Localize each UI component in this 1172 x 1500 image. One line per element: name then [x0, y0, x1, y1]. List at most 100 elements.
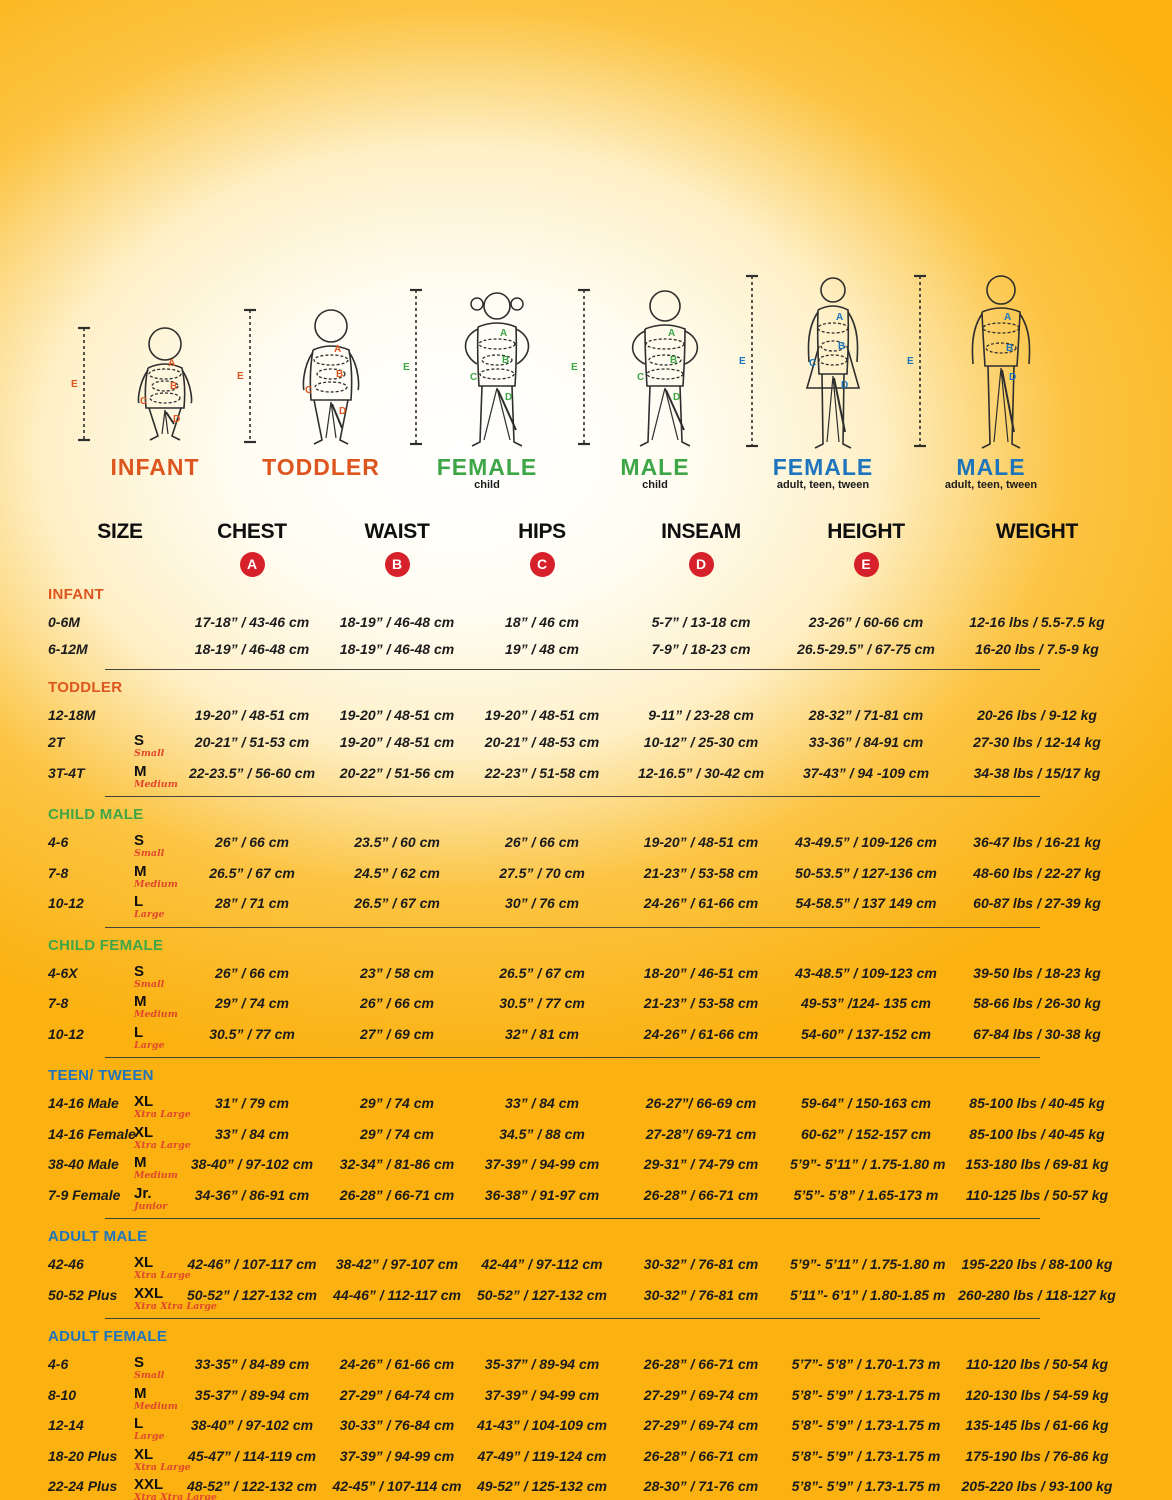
cell-inseam: 27-28”/ 69-71 cm	[645, 1125, 757, 1142]
cell-height: 43-48.5” / 109-123 cm	[795, 964, 937, 981]
size-letter: M	[134, 1384, 147, 1402]
size-letter: S	[134, 732, 145, 749]
row-size-label: 8-10	[48, 1386, 77, 1403]
size-letter-subscript: Large	[134, 1431, 165, 1442]
column-header-waist: WAIST	[364, 520, 430, 543]
cell-chest: 28” / 71 cm	[215, 895, 289, 911]
svg-text:C: C	[809, 358, 816, 369]
svg-text:A: A	[500, 328, 507, 339]
cell-hips: 49-52” / 125-132 cm	[477, 1478, 607, 1494]
cell-chest: 29” / 74 cm	[215, 995, 289, 1011]
section-divider	[105, 796, 1040, 797]
column-header-row: SIZE CHEST WAIST HIPS INSEAM HEIGHT WEIGHT	[0, 520, 1172, 544]
svg-text:E: E	[739, 356, 746, 367]
cell-waist: 18-19” / 46-48 cm	[339, 614, 455, 630]
svg-text:E: E	[403, 362, 410, 373]
svg-text:B: B	[170, 381, 177, 392]
size-letter: M	[134, 993, 147, 1010]
cell-waist: 42-45” / 107-114 cm	[332, 1478, 462, 1494]
svg-text:A: A	[168, 358, 175, 369]
size-letter-subscript: Medium	[134, 1400, 178, 1412]
table-row: 10-12 L Large 28” / 71 cm 26.5” / 67 cm 30” /…	[0, 889, 1172, 920]
section-header-child-male: CHILD MALE	[48, 806, 144, 823]
cell-height: 33-36” / 84-91 cm	[808, 734, 924, 750]
svg-text:A: A	[836, 312, 843, 323]
size-letter: M	[134, 762, 147, 780]
svg-text:D: D	[339, 406, 346, 417]
cell-height: 54-60” / 137-152 cm	[801, 1025, 931, 1042]
table-row: 4-6X S Small 26” / 66 cm 23” / 58 cm 26.5” / …	[0, 959, 1172, 990]
svg-text:C: C	[470, 372, 477, 383]
row-letter-size: S Small	[134, 959, 182, 990]
figure-infant: E A B C D INFANT	[70, 250, 240, 479]
cell-hips: 35-37” / 89-94 cm	[484, 1356, 600, 1372]
cell-hips: 50-52” / 127-132 cm	[477, 1286, 607, 1303]
cell-chest: 26.5” / 67 cm	[209, 864, 295, 881]
cell-inseam: 29-31” / 74-79 cm	[643, 1156, 759, 1172]
row-size-label: 4-6	[48, 834, 69, 850]
cell-inseam: 26-28” / 66-71 cm	[643, 1186, 759, 1203]
row-letter-size: L Large	[134, 1020, 182, 1051]
row-letter-size: XXL Xtra Xtra Large	[134, 1472, 217, 1500]
size-letter: S	[134, 962, 145, 980]
cell-inseam: 27-29” / 69-74 cm	[643, 1417, 759, 1433]
badge-cell: E	[790, 552, 942, 577]
cell-waist: 26-28” / 66-71 cm	[339, 1186, 455, 1203]
size-letter: XXL	[134, 1284, 164, 1302]
cell-inseam: 10-12” / 25-30 cm	[643, 734, 759, 750]
table-row: 4-6 S Small 33-35” / 84-89 cm 24-26” / 61-66…	[0, 1350, 1172, 1381]
figure-label: MALE	[620, 454, 690, 480]
cell-height: 5’7”- 5’8” / 1.70-1.73 m	[791, 1356, 941, 1372]
size-chart-table: SIZE CHEST WAIST HIPS INSEAM HEIGHT WEIGHT A B C D…	[0, 520, 1172, 1500]
cell-weight: 34-38 lbs / 15/17 kg	[973, 764, 1101, 781]
cell-waist: 24.5” / 62 cm	[354, 864, 440, 881]
row-letter-size	[134, 701, 182, 706]
cell-inseam: 9-11” / 23-28 cm	[648, 707, 754, 723]
cell-hips: 34.5” / 88 cm	[499, 1125, 585, 1142]
cell-chest: 30.5” / 77 cm	[209, 1025, 295, 1042]
cell-weight: 12-16 lbs / 5.5-7.5 kg	[969, 614, 1105, 630]
table-row: 6-12M 18-19” / 46-48 cm 18-19” / 46-48 cm 1…	[0, 635, 1172, 662]
cell-height: 59-64” / 150-163 cm	[801, 1095, 931, 1111]
cell-weight: 85-100 lbs / 40-45 kg	[969, 1095, 1105, 1111]
cell-height: 5’8”- 5’9” / 1.73-1.75 m	[791, 1447, 941, 1464]
cell-weight: 20-26 lbs / 9-12 kg	[977, 707, 1097, 723]
section-header-infant: INFANT	[48, 586, 104, 603]
size-letter: XL	[134, 1445, 154, 1463]
section-header-toddler: TODDLER	[48, 679, 123, 696]
figure-diagrams: E A B C D INFANT E A B C D TODDLER E A B C D FEMALE child E…	[0, 250, 1172, 500]
table-row: 38-40 Male M Medium 38-40” / 97-102 cm 32-34…	[0, 1150, 1172, 1181]
svg-text:C: C	[637, 372, 644, 383]
svg-text:B: B	[336, 369, 343, 380]
cell-chest: 31” / 79 cm	[215, 1095, 289, 1111]
figure-outline-drawing: E A B C D	[739, 274, 861, 449]
measurement-badge-b: B	[384, 552, 410, 577]
cell-height: 5’8”- 5’9” / 1.73-1.75 m	[791, 1478, 941, 1494]
figure-child-male: E A B C D MALE child	[570, 250, 740, 492]
cell-waist: 32-34” / 81-86 cm	[339, 1156, 455, 1172]
cell-hips: 42-44” / 97-112 cm	[481, 1256, 603, 1272]
cell-waist: 37-39” / 94-99 cm	[339, 1447, 455, 1464]
row-size-label: 3T-4T	[48, 764, 85, 781]
row-letter-size: XL Xtra Large	[134, 1250, 191, 1281]
row-size-label: 4-6	[48, 1356, 69, 1372]
cell-height: 23-26” / 60-66 cm	[808, 614, 924, 630]
cell-weight: 135-145 lbs / 61-66 kg	[965, 1417, 1109, 1433]
table-row: 0-6M 17-18” / 43-46 cm 18-19” / 46-48 cm 18…	[0, 608, 1172, 635]
row-letter-size: XL Xtra Large	[134, 1120, 191, 1151]
size-letter-subscript: Medium	[134, 1170, 178, 1181]
row-size-label: 0-6M	[48, 614, 80, 630]
measurement-badge-c: C	[529, 552, 555, 577]
size-letter: XL	[134, 1254, 154, 1271]
svg-text:E: E	[237, 371, 244, 382]
figure-outline-drawing: E A B C D	[571, 288, 699, 447]
cell-waist: 44-46” / 112-117 cm	[333, 1286, 461, 1303]
table-row: 14-16 Male XL Xtra Large 31” / 79 cm 29” / 7…	[0, 1089, 1172, 1120]
cell-height: 26.5-29.5” / 67-75 cm	[797, 641, 935, 657]
cell-height: 54-58.5” / 137 149 cm	[795, 895, 937, 911]
row-letter-size: M Medium	[134, 1381, 182, 1412]
table-row: 14-16 Female XL Xtra Large 33” / 84 cm 29” /…	[0, 1120, 1172, 1151]
size-letter-subscript: Xtra Large	[134, 1461, 191, 1473]
size-letter: Jr.	[134, 1184, 152, 1202]
